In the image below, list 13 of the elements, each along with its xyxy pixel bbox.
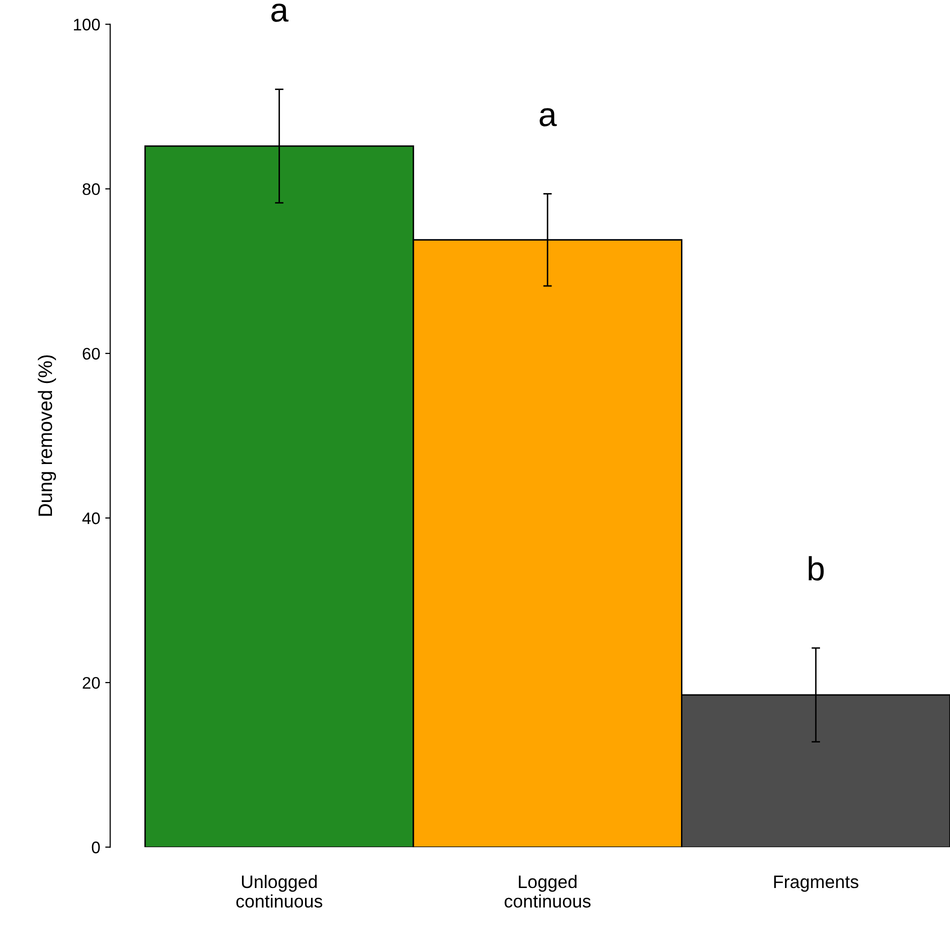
- y-axis-title: Dung removed (%): [38, 355, 56, 516]
- y-tick-label: 40: [82, 512, 100, 524]
- x-tick-label: Unlogged continuous: [236, 874, 322, 908]
- x-tick-label: Logged continuous: [504, 874, 591, 908]
- y-tick-label: 80: [82, 183, 100, 196]
- y-tick-label: 100: [74, 18, 100, 30]
- annotation: a: [540, 108, 557, 126]
- annotation: b: [808, 556, 824, 581]
- x-tick-label: Fragments: [774, 876, 858, 892]
- y-tick-label: 20: [82, 676, 100, 689]
- y-tick-label: 0: [92, 842, 100, 854]
- text: a: [271, 4, 288, 22]
- y-tick-label: 60: [82, 348, 100, 360]
